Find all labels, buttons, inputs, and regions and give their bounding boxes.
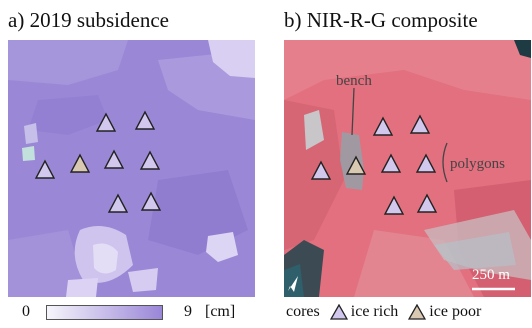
- ice-poor-triangle-icon: [408, 304, 427, 320]
- colorbar-max-label: 9: [184, 303, 192, 320]
- core-ice-rich-4: [380, 153, 402, 173]
- core-ice-rich-7: [140, 191, 162, 211]
- core-ice-rich-7: [416, 193, 438, 213]
- legend-ice-poor-label: ice poor: [429, 303, 482, 320]
- core-ice-rich-4: [103, 149, 125, 169]
- core-ice-rich-3: [310, 160, 332, 180]
- core-ice-rich-1: [95, 112, 117, 132]
- bench-label: bench: [336, 73, 372, 89]
- colorbar-unit-label: [cm]: [205, 303, 236, 320]
- scale-bar-label: 250 m: [472, 267, 510, 283]
- core-ice-rich-1: [372, 116, 394, 136]
- core-ice-rich-2: [134, 110, 156, 130]
- cores-legend: cores ice rich ice poor: [286, 301, 481, 323]
- colorbar: [46, 305, 163, 320]
- panel-a-title: a) 2019 subsidence: [8, 8, 169, 32]
- core-ice-rich-6: [383, 195, 405, 215]
- nir-composite-map: bench polygons 250 m: [284, 40, 531, 297]
- core-ice-rich-5: [139, 150, 161, 170]
- polygons-label: polygons: [450, 156, 505, 172]
- legend-ice-poor: ice poor: [408, 301, 481, 323]
- core-ice-poor-1: [69, 153, 91, 173]
- panel-b-title: b) NIR-R-G composite: [284, 8, 478, 32]
- colorbar-min-label: 0: [22, 303, 30, 320]
- legend-ice-rich-label: ice rich: [350, 303, 399, 320]
- legend-cores-label: cores: [286, 303, 320, 320]
- north-arrow-icon: [288, 276, 298, 292]
- core-ice-rich-3: [34, 159, 56, 179]
- legend-ice-rich: ice rich: [329, 301, 399, 323]
- core-ice-rich-5: [415, 153, 437, 173]
- subsidence-map: [8, 40, 255, 297]
- ice-rich-triangle-icon: [329, 304, 348, 320]
- core-ice-rich-2: [409, 114, 431, 134]
- core-ice-rich-6: [107, 193, 129, 213]
- core-ice-poor-1: [345, 155, 367, 175]
